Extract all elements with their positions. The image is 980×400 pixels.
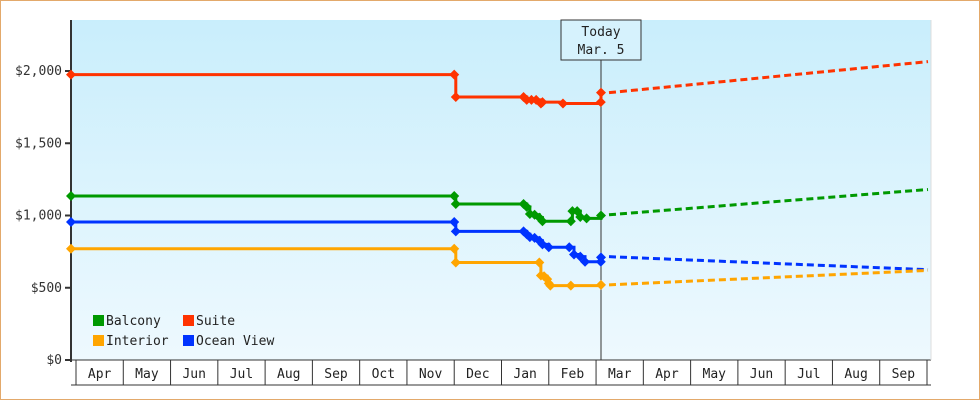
legend-label: Ocean View [196,334,274,349]
data-point-marker[interactable] [449,217,460,228]
forecast-line [608,187,929,217]
data-point-marker[interactable] [66,243,76,254]
data-point-marker[interactable] [450,257,461,268]
series-ocean-view [66,217,929,272]
x-month-label: Sep [892,367,916,382]
x-month-label: Jul [230,367,253,382]
x-month-label: Apr [655,367,679,382]
data-point-marker[interactable] [449,190,460,201]
x-month-label: Dec [466,367,489,382]
forecast-line [608,60,929,95]
x-month-label: Jun [182,367,205,382]
data-point-marker[interactable] [557,98,568,109]
data-point-marker[interactable] [595,97,606,108]
x-month-label: Mar [608,367,632,382]
x-month-label: Apr [88,367,112,382]
data-point-marker[interactable] [568,249,579,260]
legend-swatch [93,315,104,326]
y-axis: $0 $500 $1,000 $1,500 $2,000 [15,20,72,368]
y-tick-label: $1,000 [15,209,62,224]
x-month-label: Nov [419,367,443,382]
legend-swatch [183,335,194,346]
series-suite [66,60,929,109]
legend-item-ocean-view[interactable]: Ocean View [183,334,274,349]
y-tick-label: $1,500 [15,136,62,151]
forecast-line [608,268,929,287]
data-point-marker[interactable] [596,210,606,221]
data-point-marker[interactable] [537,216,548,227]
data-point-marker[interactable] [543,242,554,253]
series-balcony [66,187,929,227]
data-point-marker[interactable] [534,257,545,268]
series-layer [66,60,929,291]
legend-swatch [93,335,104,346]
data-point-marker[interactable] [565,216,576,227]
data-point-marker[interactable] [545,280,556,291]
today-marker: Today Mar. 5 [560,19,642,360]
data-point-marker[interactable] [521,201,532,212]
x-month-label: Aug [844,367,867,382]
data-point-marker[interactable] [449,69,460,80]
data-point-marker[interactable] [564,242,575,253]
data-point-marker[interactable] [450,92,461,103]
data-point-marker[interactable] [565,280,576,291]
data-point-marker[interactable] [66,217,76,228]
x-month-label: Feb [561,367,585,382]
data-point-marker[interactable] [596,252,606,263]
x-month-label: Jul [797,367,820,382]
legend-item-balcony[interactable]: Balcony [93,314,161,329]
y-tick-label: $0 [46,353,62,368]
legend-label: Balcony [106,314,161,329]
data-point-marker[interactable] [450,198,461,209]
data-point-marker[interactable] [580,256,591,267]
data-point-marker[interactable] [537,97,548,108]
series-interior [66,243,929,291]
y-tick-label: $2,000 [15,64,62,79]
data-point-marker[interactable] [581,213,592,224]
legend-label: Interior [106,334,169,349]
x-month-label: Jun [750,367,773,382]
forecast-line [608,255,929,272]
legend-item-suite[interactable]: Suite [183,314,235,329]
data-point-marker[interactable] [66,69,76,80]
x-axis: Apr May Jun Jul Aug Sep Oct Nov Dec Jan Feb Mar Apr M… [71,20,932,386]
x-month-label: May [703,367,727,382]
today-date-label: Mar. 5 [578,43,625,58]
x-month-label: Oct [372,367,395,382]
data-point-marker[interactable] [449,243,460,254]
legend-label: Suite [196,314,235,329]
today-label: Today [581,25,620,40]
legend-item-interior[interactable]: Interior [93,334,169,349]
x-month-label: Sep [324,367,348,382]
x-month-label: Aug [277,367,300,382]
data-point-marker[interactable] [596,87,606,98]
data-point-marker[interactable] [450,226,461,237]
legend-swatch [183,315,194,326]
x-month-label: Jan [513,367,536,382]
plot-area [71,20,931,360]
legend: Balcony Suite Interior Ocean View [93,314,274,349]
data-point-marker[interactable] [596,279,606,290]
today-box [560,19,642,61]
data-point-marker[interactable] [66,190,76,201]
y-tick-label: $500 [31,281,62,296]
x-month-label: May [135,367,159,382]
